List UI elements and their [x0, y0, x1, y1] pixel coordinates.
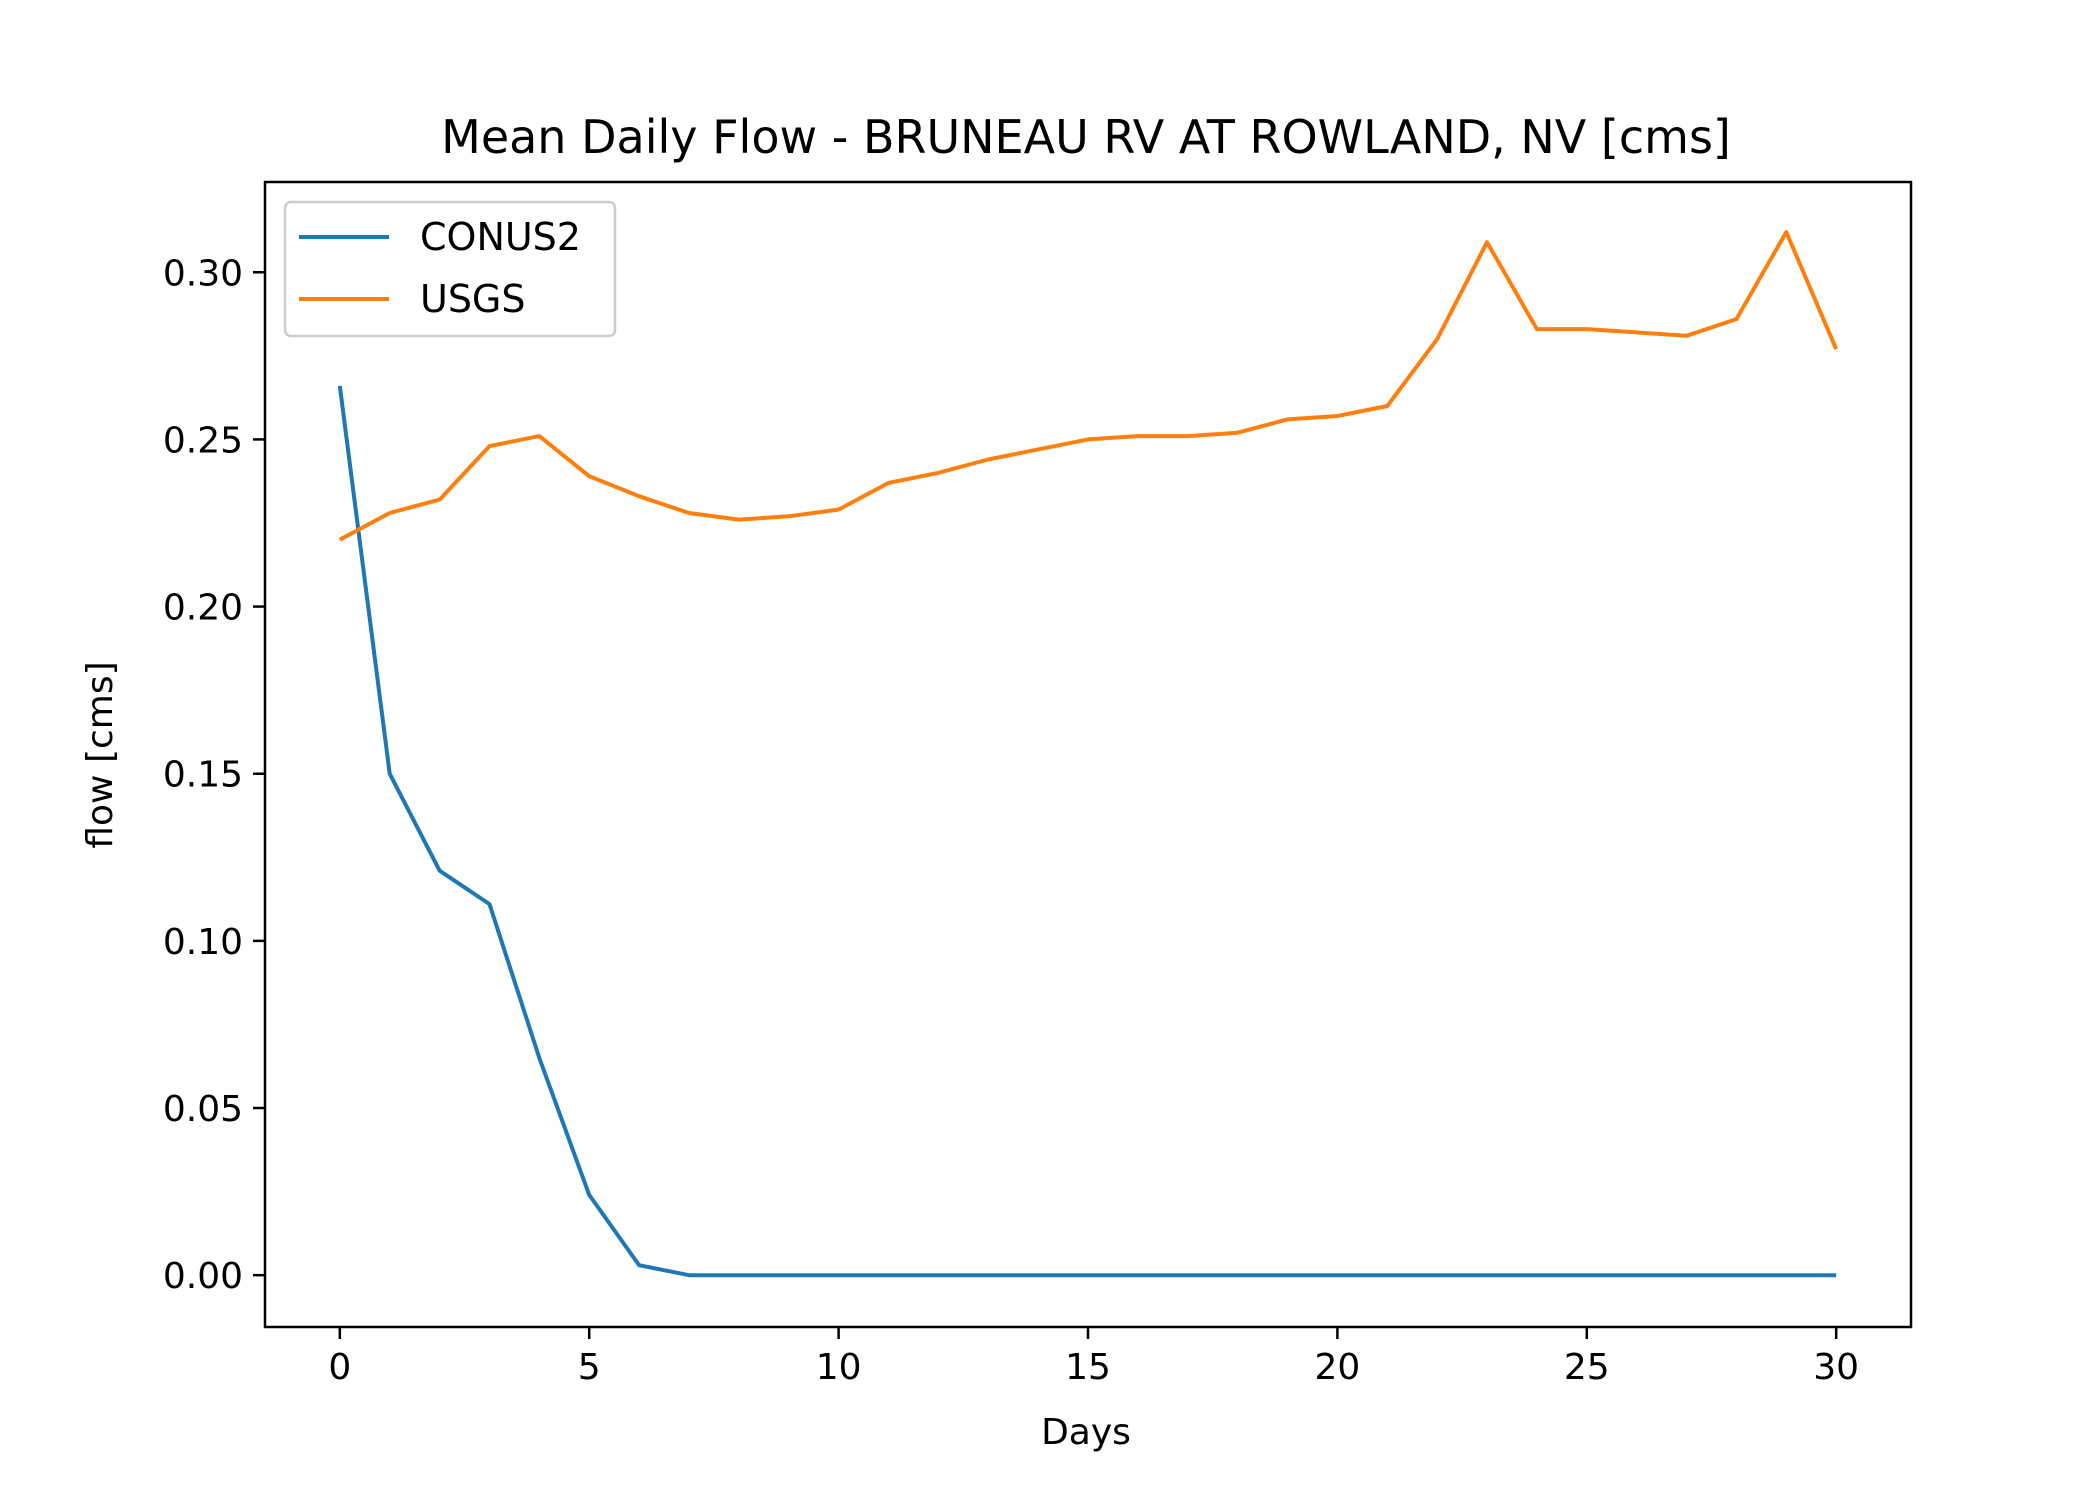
x-tick-label: 15	[1065, 1347, 1111, 1388]
x-axis-label: Days	[1041, 1412, 1131, 1453]
legend-label-conus2: CONUS2	[420, 215, 581, 259]
legend: CONUS2 USGS	[283, 200, 617, 338]
plot-area	[337, 230, 1839, 1278]
y-tick-label: 0.15	[163, 755, 243, 796]
x-tick-label: 0	[328, 1347, 351, 1388]
x-tick-label: 10	[816, 1347, 862, 1388]
y-tick-label: 0.10	[163, 922, 243, 963]
x-tick-label: 30	[1813, 1347, 1859, 1388]
x-tick-label: 25	[1564, 1347, 1610, 1388]
axis-ticks: 0 5 10 15 20 25 30 0.00 0.05 0.10 0.15 0.20 0.25 0.30	[163, 253, 1859, 1388]
y-axis-label: flow [cms]	[80, 661, 121, 848]
y-tick-label: 0.05	[163, 1089, 243, 1130]
y-tick-label: 0.20	[163, 588, 243, 629]
x-tick-label: 20	[1314, 1347, 1360, 1388]
axes-frame	[263, 180, 1913, 1329]
y-tick-label: 0.00	[163, 1256, 243, 1297]
y-tick-label: 0.25	[163, 420, 243, 461]
legend-label-usgs: USGS	[420, 277, 526, 321]
y-tick-label: 0.30	[163, 253, 243, 294]
series-line-usgs	[338, 230, 1839, 542]
x-tick-label: 5	[578, 1347, 601, 1388]
chart-title: Mean Daily Flow - BRUNEAU RV AT ROWLAND,…	[441, 110, 1731, 164]
series-line-conus2	[337, 385, 1837, 1278]
